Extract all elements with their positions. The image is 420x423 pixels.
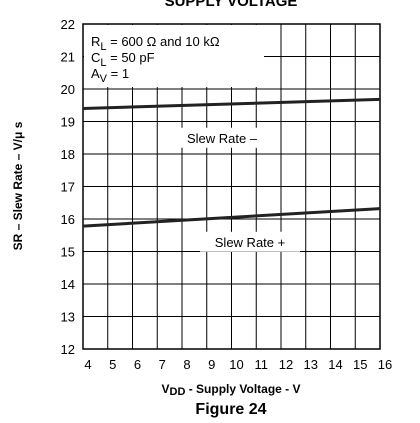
- y-tick-label: 19: [61, 115, 75, 130]
- y-tick-label: 15: [61, 245, 75, 260]
- x-tick-label: 9: [208, 357, 215, 372]
- annotation-part: R: [91, 34, 100, 49]
- series-label: Slew Rate –: [187, 131, 258, 146]
- y-tick-label: 16: [61, 212, 75, 227]
- annotation-sub: L: [100, 57, 106, 69]
- x-tick-label: 6: [134, 357, 141, 372]
- y-tick-label: 22: [61, 17, 75, 32]
- line: [82, 207, 381, 228]
- annotation-part: = 1: [107, 66, 129, 81]
- series-label-box: [172, 127, 272, 148]
- x-tick-label: 13: [304, 357, 318, 372]
- annotation-part: C: [91, 50, 100, 65]
- annotation-box: [84, 25, 264, 87]
- x-tick-label: 11: [255, 357, 269, 372]
- x-tick-label: 7: [159, 357, 166, 372]
- x-label-part: - Supply Voltage - V: [185, 382, 300, 396]
- caption: Figure 24: [195, 401, 266, 418]
- y-tick-label: 14: [61, 277, 75, 292]
- x-tick-label: 12: [279, 357, 293, 372]
- x-tick-label: 5: [109, 357, 116, 372]
- annotation-sub: L: [100, 41, 106, 53]
- x-label-part: V: [161, 382, 169, 396]
- x-label-sub: DD: [170, 386, 186, 398]
- x-tick-label: 10: [229, 357, 243, 372]
- annotation: RL = 600 Ω and 10 kΩ: [91, 34, 220, 53]
- series-label: Slew Rate +: [215, 235, 285, 250]
- y-tick-label: 17: [61, 180, 75, 195]
- x-tick-label: 8: [183, 357, 190, 372]
- x-tick-label: 4: [84, 357, 91, 372]
- annotation-sub: V: [100, 73, 108, 85]
- plot-frame: [82, 23, 381, 350]
- y-tick-label: 20: [61, 82, 75, 97]
- line: [82, 97, 381, 110]
- x-axis-label: VDD - Supply Voltage - V: [161, 382, 300, 398]
- y-axis-label: SR – Slew Rate – V/μ s: [11, 121, 25, 250]
- x-tick-label: 14: [328, 357, 342, 372]
- annotation-part: = 50 pF: [107, 50, 155, 65]
- y-tick-label: 12: [61, 342, 75, 357]
- y-tick-label: 13: [61, 310, 75, 325]
- series-label-box: [200, 231, 300, 252]
- annotation: CL = 50 pF: [91, 50, 155, 69]
- x-tick-label: 15: [353, 357, 367, 372]
- chart-title: SUPPLY VOLTAGE: [165, 0, 298, 10]
- x-tick-label: 16: [378, 357, 392, 372]
- y-tick-label: 21: [61, 50, 75, 65]
- y-tick-label: 18: [61, 147, 75, 162]
- annotation-part: = 600 Ω and 10 kΩ: [107, 34, 220, 49]
- annotation: AV = 1: [91, 66, 129, 85]
- annotation-part: A: [91, 66, 100, 81]
